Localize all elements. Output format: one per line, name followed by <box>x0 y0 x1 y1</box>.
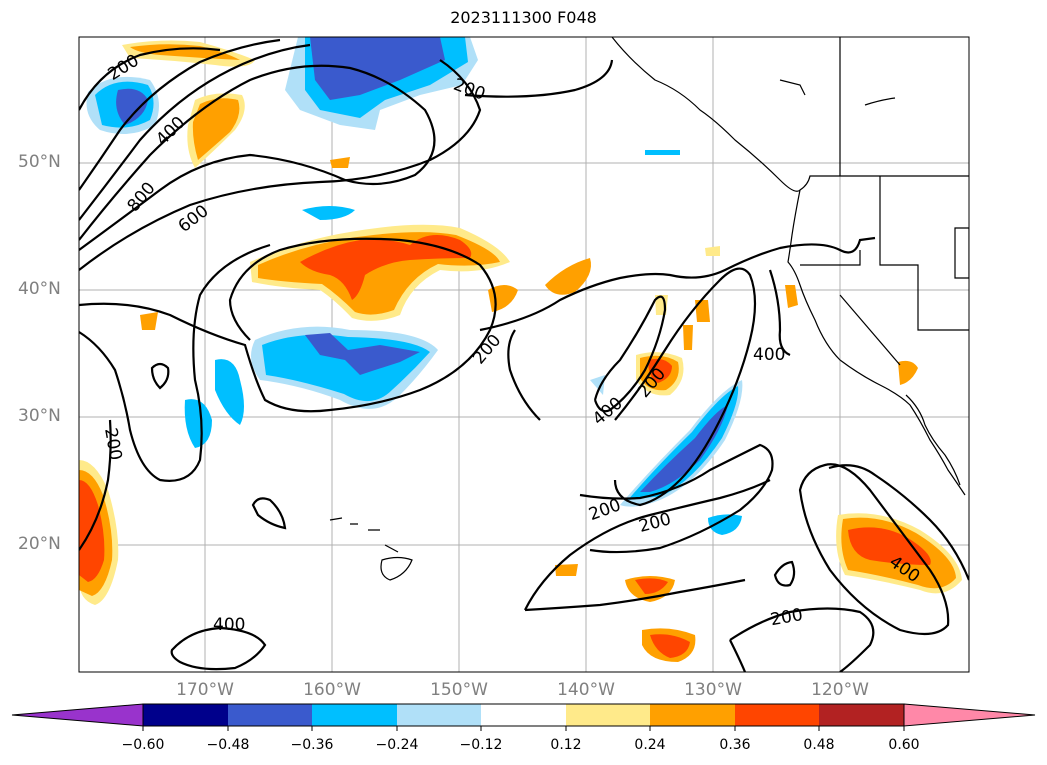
contour-label: 400 <box>753 345 785 365</box>
colorbar-swatch <box>650 704 735 726</box>
lat-label: 30°N <box>18 406 61 426</box>
colorbar-extend-high <box>903 703 1036 727</box>
contour-label: 400 <box>213 615 245 635</box>
map-field: 200 400 800 600 200 200 400 200 400 200 … <box>79 37 969 672</box>
colorbar-swatch <box>819 704 904 726</box>
lon-label: 170°W <box>176 680 234 700</box>
contour-label: 200 <box>451 75 488 105</box>
lon-label: 150°W <box>430 680 488 700</box>
coastlines <box>329 37 969 581</box>
lat-label: 20°N <box>18 534 61 554</box>
colorbar-tick-label: 0.60 <box>888 737 920 753</box>
colorbar-swatch <box>735 704 819 726</box>
colorbar-tick-label: −0.60 <box>121 737 165 753</box>
colorbar <box>11 703 1036 731</box>
colorbar-tick-label: −0.24 <box>375 737 419 753</box>
contour-label: 200 <box>586 495 623 525</box>
colorbar-tick-label: −0.12 <box>459 737 503 753</box>
lat-label: 40°N <box>18 279 61 299</box>
colorbar-swatch <box>312 704 397 726</box>
plot-frame <box>78 36 970 673</box>
colorbar-swatch <box>143 704 228 726</box>
contour-label: 600 <box>175 201 213 237</box>
contour-label: 200 <box>100 426 125 461</box>
map-title: 2023111300 F048 <box>450 8 597 27</box>
contours <box>79 38 969 672</box>
colorbar-tick-label: −0.48 <box>206 737 250 753</box>
colorbar-tick-label: 0.36 <box>719 737 751 753</box>
colorbar-swatch <box>481 704 566 726</box>
contour-label: 200 <box>469 331 505 369</box>
lon-label: 140°W <box>557 680 615 700</box>
contour-label: 400 <box>152 113 189 150</box>
lon-label: 130°W <box>684 680 742 700</box>
gridlines <box>79 37 969 672</box>
lon-label: 120°W <box>811 680 869 700</box>
lon-label: 160°W <box>303 680 361 700</box>
colorbar-tick-label: 0.24 <box>634 737 666 753</box>
negative-shading <box>86 37 743 535</box>
colorbar-swatch <box>397 704 481 726</box>
colorbar-tick-label: 0.12 <box>550 737 582 753</box>
contour-label: 200 <box>769 605 804 630</box>
contour-label: 800 <box>124 178 160 216</box>
lat-label: 50°N <box>18 152 61 172</box>
colorbar-tick-label: −0.36 <box>290 737 334 753</box>
colorbar-swatch <box>566 704 650 726</box>
colorbar-swatch <box>228 704 312 726</box>
colorbar-extend-low <box>11 703 144 727</box>
contour-label: 200 <box>637 509 674 537</box>
colorbar-tick-label: 0.48 <box>803 737 835 753</box>
